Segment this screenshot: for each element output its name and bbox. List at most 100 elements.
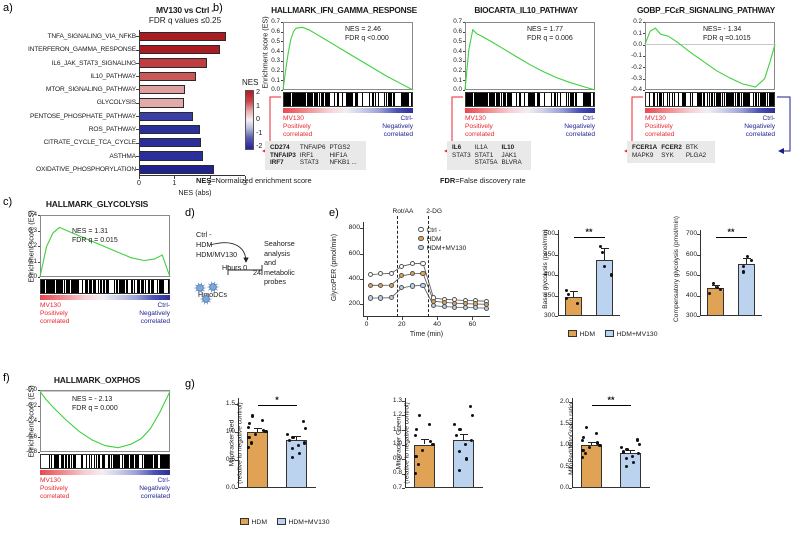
panel-e-basal-yticklabel: 300 (543, 312, 555, 319)
panel-e-kinetic-yticklabel: 400 (348, 275, 360, 282)
panel-e-basal-ytick (555, 316, 558, 317)
panel-b-1-yticklabel: 0.3 (271, 57, 280, 65)
panel-e-kinetic-yticklabel: 800 (348, 224, 360, 232)
panel-e-basal-data-point (564, 289, 569, 293)
panel-c-right-correlation-line: Ctrl- (157, 302, 170, 309)
panel-b-3-es-frame (645, 22, 775, 90)
panel-g-2-data-point (471, 413, 475, 417)
panel-f-yticklabel: -0.2 (26, 401, 37, 409)
panel-f-ytick (37, 390, 40, 391)
panel-b-1-ytick (280, 31, 283, 33)
panel-b-2-yticklabel: 0.1 (453, 76, 462, 84)
panel-e-kinetic-point (367, 282, 373, 288)
panel-f-right-correlation-line: Ctrl- (157, 477, 170, 484)
panel-f-left-correlation: MV130 Positively correlated (40, 477, 69, 501)
panel-b-1-ytick (280, 51, 283, 52)
panel-g-2-errorbar-cap (459, 434, 468, 436)
panel-b-1-rank-ticks (283, 91, 413, 107)
panel-b-3-gene: SYK (661, 151, 674, 159)
panel-g-1-ylabel-line: Mitotracker Red (228, 419, 236, 467)
panel-g-3-data-point (596, 441, 600, 445)
panel-b-2-fdr-annotation: FDR q = 0.006 (527, 35, 573, 42)
panel-b-1-fdr-annotation: FDR q <0.000 (345, 35, 389, 42)
panel-b-3-gene: MAPK9 (632, 151, 654, 159)
panel-g-3-errorbar-cap (626, 449, 635, 451)
panel-b-3-yticklabel: 0.0 (633, 41, 642, 49)
panel-e-basal-data-point (600, 250, 605, 255)
panel-g-2-data-point (421, 448, 425, 452)
panel-a-ytick (136, 76, 139, 77)
panel-e-kinetic-point (409, 261, 415, 267)
panel-g-3-data-point (624, 457, 628, 461)
panel-g-2-data-point (429, 439, 433, 444)
panel-b-1-gene: STAT3 (299, 159, 319, 166)
panel-e-marker-line (428, 216, 430, 317)
panel-e-kinetic-xticklabel: 20 (398, 321, 406, 328)
panel-g-3-data-point (638, 442, 642, 446)
panel-a-ytick (136, 62, 139, 64)
panel-g-1-data-point (246, 425, 250, 429)
panel-b-1-ytick (280, 90, 283, 91)
panel-e-comp-ytick (697, 316, 700, 317)
panel-g-3-data-point (584, 425, 589, 429)
panel-e-comp-errorbar (715, 284, 716, 289)
panel-e-kinetic-axes (363, 222, 490, 317)
panel-e-kinetic-point (473, 305, 479, 311)
panel-e-kinetic-point (378, 282, 384, 288)
panel-f-rank-ticks (40, 453, 170, 469)
panel-g-3-data-point (598, 443, 602, 447)
panel-b-3-rank-gradient (645, 107, 775, 113)
panel-f-yticklabel: -0.0 (26, 386, 37, 394)
panel-f-yticklabel: -0.4 (26, 417, 37, 425)
panel-e-basal-yticklabel: 500 (543, 230, 555, 238)
panel-f-es-frame (40, 390, 170, 452)
panel-d-readout-3: metabolic (264, 267, 295, 277)
panel-e-kinetic-point (378, 295, 384, 301)
panel-g-1-axes (238, 398, 316, 488)
panel-e-kinetic-legend-item: HDM+MV130 (418, 244, 466, 253)
panel-e-basal-significance-label: ** (585, 227, 593, 237)
panel-g-1-data-point (247, 445, 251, 450)
panel-g-3-data-point (619, 445, 623, 449)
panel-e-kinetic-point (420, 270, 426, 276)
panel-e-kinetic-point (420, 260, 426, 266)
panel-e-comp-significance-label: ** (727, 227, 735, 237)
panel-b-1-right-correlation-line: correlated (383, 131, 413, 138)
panel-b-3-gene: BTK (685, 144, 699, 151)
panel-a-xtick (174, 176, 176, 180)
panel-b-3-fdr-annotation: FDR q =0.1015 (703, 35, 751, 42)
panel-g-3-ytick (569, 488, 572, 489)
panel-c-rank-ticks (40, 278, 170, 294)
panel-g-2-data-point (417, 413, 422, 417)
panel-e-kinetic-point (399, 285, 405, 291)
panel-g-2-yticklabel: 1.0 (392, 440, 402, 448)
panel-e-kinetic-xtick (437, 317, 438, 320)
panel-e-kinetic-xticklabel: 60 (468, 321, 477, 328)
panel-a-axis (139, 30, 245, 177)
panel-e-basal-yticklabel: 450 (543, 250, 555, 258)
panel-c-ytick (37, 261, 40, 263)
panel-g-2-ytick (402, 429, 405, 431)
panel-g-2-data-point (414, 471, 418, 476)
panel-g-3-axes (572, 398, 650, 488)
panel-c-rank-gradient (40, 294, 170, 300)
panel-d-time-end: 24 (253, 268, 261, 277)
panel-b-1-ytick (280, 70, 283, 72)
panel-b-2-ytick (462, 31, 465, 33)
panel-b-1-yticklabel: 0.5 (271, 37, 280, 45)
panel-g-3-ytick (569, 466, 572, 468)
footnote-nes-key: NES (196, 176, 212, 185)
panel-g-1-bar (286, 440, 307, 488)
panel-g-2-yticklabel: 1.3 (392, 396, 402, 404)
panel-e-comp-ytick (697, 254, 700, 256)
panel-g-3-errorbar-cap (587, 442, 596, 443)
panel-g-2-errorbar-cap (420, 438, 429, 440)
panel-b-2-yticklabel: 0.6 (453, 28, 462, 36)
panel-g-3-significance-label: ** (607, 395, 615, 405)
panel-e-kinetic-point (399, 273, 405, 279)
panel-g-1-data-point (290, 455, 294, 459)
footnote-fdr-key: FDR (440, 176, 456, 185)
panel-g-2-data-point (452, 422, 456, 426)
panel-c-ytick (37, 230, 40, 232)
panel-a-colorbar-tick: 2 (256, 87, 260, 96)
